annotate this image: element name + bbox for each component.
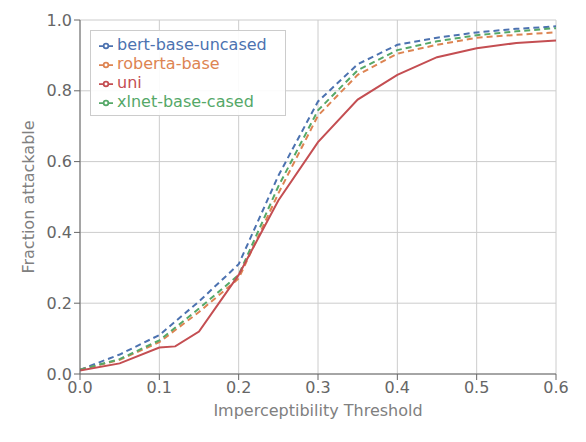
svg-text:0.4: 0.4 xyxy=(385,378,410,397)
svg-text:0.6: 0.6 xyxy=(543,378,568,397)
html-text:uni: uni xyxy=(117,73,142,92)
svg-text:0.4: 0.4 xyxy=(47,223,72,242)
svg-text:1.0: 1.0 xyxy=(47,11,72,30)
svg-text:0.2: 0.2 xyxy=(47,294,72,313)
html-text:roberta-base: roberta-base xyxy=(117,54,220,73)
svg-text:0.0: 0.0 xyxy=(47,365,72,384)
svg-text:Fraction attackable: Fraction attackable xyxy=(19,120,38,273)
svg-text:0.8: 0.8 xyxy=(47,81,72,100)
svg-text:0.5: 0.5 xyxy=(464,378,489,397)
svg-text:0.0: 0.0 xyxy=(67,378,93,398)
svg-text:0.3: 0.3 xyxy=(305,378,330,397)
html-text:xlnet-base-cased: xlnet-base-cased xyxy=(117,92,254,111)
svg-text:0.1: 0.1 xyxy=(147,378,172,397)
svg-text:0.6: 0.6 xyxy=(47,152,72,171)
svg-text:Imperceptibility Threshold: Imperceptibility Threshold xyxy=(213,401,422,420)
svg-text:0.2: 0.2 xyxy=(226,378,251,397)
html-text:bert-base-uncased: bert-base-uncased xyxy=(117,35,267,54)
